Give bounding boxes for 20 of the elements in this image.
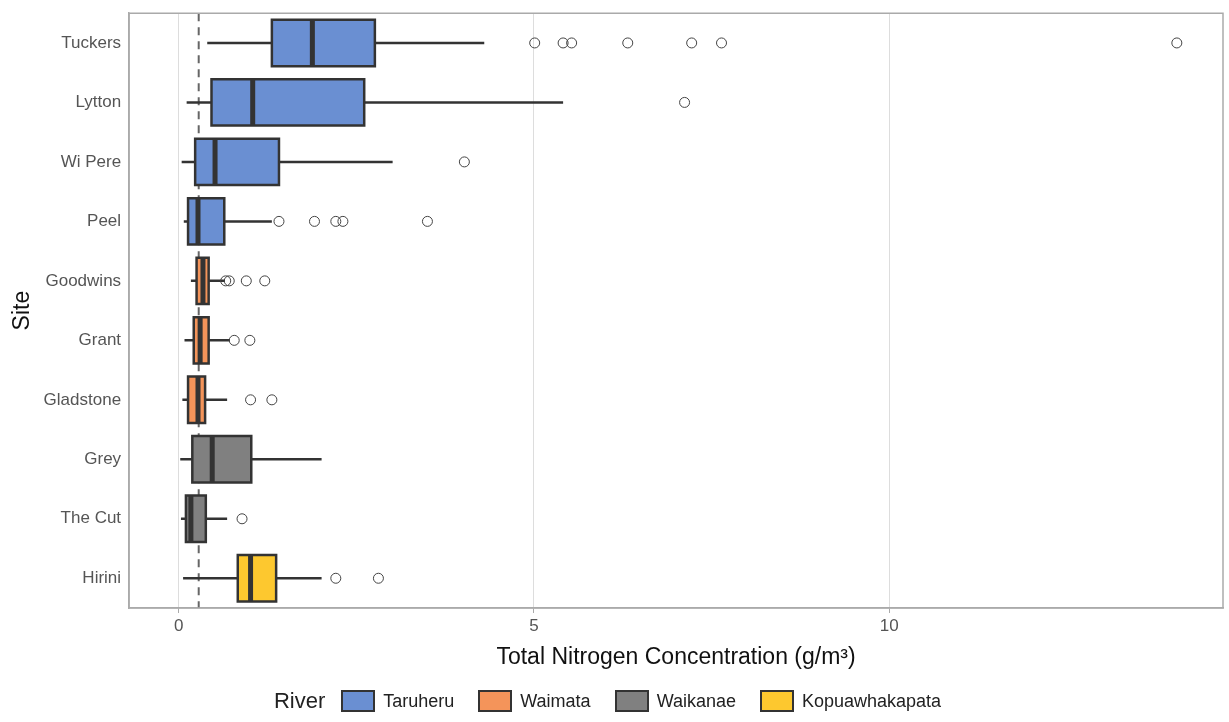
y-tick-label: The Cut (60, 508, 122, 528)
y-axis-title: Site (8, 290, 35, 331)
x-tick-label: 10 (879, 615, 899, 635)
legend-label: Taruheru (383, 690, 455, 712)
legend-label: Waimata (520, 690, 591, 712)
y-tick-label: Lytton (75, 92, 122, 112)
y-tick-label: Tuckers (61, 32, 122, 52)
y-tick-label: Peel (87, 211, 122, 231)
legend-label: Waikanae (656, 690, 736, 712)
y-tick-label: Gladstone (43, 389, 122, 409)
y-tick-label: Grant (78, 330, 122, 350)
legend-title: River (273, 688, 326, 714)
x-tick-label: 5 (529, 615, 539, 635)
y-tick-label: Grey (84, 448, 122, 468)
y-tick-label: Hirini (82, 567, 122, 587)
legend-label: Kopuawhakapata (802, 690, 942, 712)
x-axis-title: Total Nitrogen Concentration (g/m³) (496, 642, 856, 669)
y-tick-label: Goodwins (45, 270, 122, 290)
x-tick-label: 0 (174, 615, 184, 635)
y-tick-label: Wi Pere (60, 151, 122, 171)
